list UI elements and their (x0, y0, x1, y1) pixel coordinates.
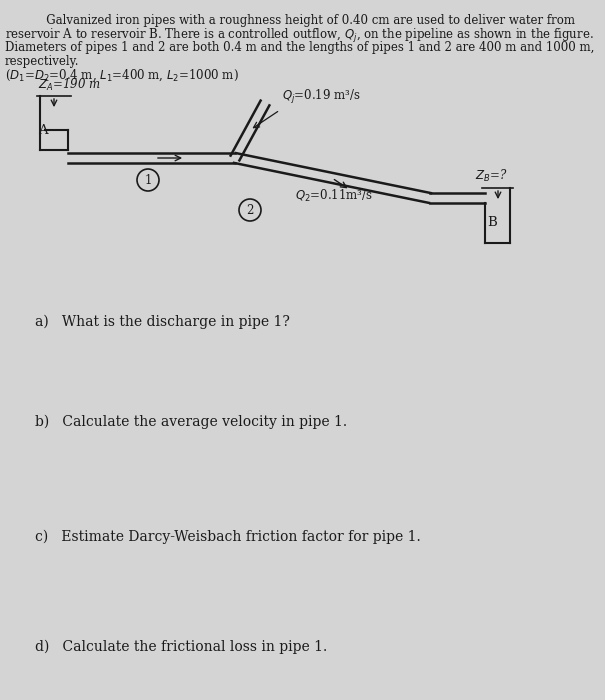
Text: Diameters of pipes 1 and 2 are both 0.4 m and the lengths of pipes 1 and 2 are 4: Diameters of pipes 1 and 2 are both 0.4 … (5, 41, 594, 54)
Text: $Z_B$=?: $Z_B$=? (475, 168, 508, 184)
Text: $Q_j$=0.19 m³/s: $Q_j$=0.19 m³/s (282, 88, 361, 106)
Text: a)   What is the discharge in pipe 1?: a) What is the discharge in pipe 1? (35, 315, 290, 330)
Text: b)   Calculate the average velocity in pipe 1.: b) Calculate the average velocity in pip… (35, 415, 347, 429)
Circle shape (239, 199, 261, 221)
Text: $Z_A$=190 m: $Z_A$=190 m (38, 77, 100, 93)
Circle shape (137, 169, 159, 191)
Text: $Q_2$=0.11m³/s: $Q_2$=0.11m³/s (295, 188, 373, 204)
Text: reservoir A to reservoir B. There is a controlled outflow, $Q_j$, on the pipelin: reservoir A to reservoir B. There is a c… (5, 27, 594, 46)
Text: ($D_1$=$D_2$=0.4 m, $L_1$=400 m, $L_2$=1000 m): ($D_1$=$D_2$=0.4 m, $L_1$=400 m, $L_2$=1… (5, 68, 239, 83)
Text: d)   Calculate the frictional loss in pipe 1.: d) Calculate the frictional loss in pipe… (35, 640, 327, 655)
Text: c)   Estimate Darcy-Weisbach friction factor for pipe 1.: c) Estimate Darcy-Weisbach friction fact… (35, 530, 420, 545)
Text: 2: 2 (246, 204, 253, 216)
Text: Galvanized iron pipes with a roughness height of 0.40 cm are used to deliver wat: Galvanized iron pipes with a roughness h… (5, 14, 575, 27)
Text: B: B (487, 216, 497, 229)
Text: A: A (38, 124, 48, 137)
Text: 1: 1 (145, 174, 152, 186)
Text: respectively.: respectively. (5, 55, 79, 67)
